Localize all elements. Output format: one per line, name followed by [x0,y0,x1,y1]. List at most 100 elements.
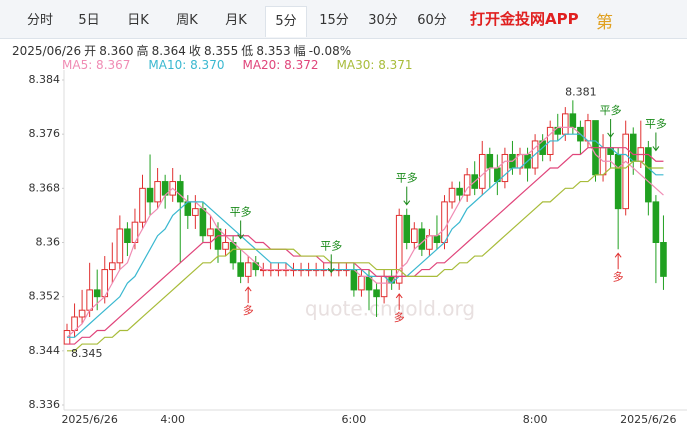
quote-label: 低 [241,44,254,58]
y-tick-label: 8.336 [29,398,61,411]
candle-body [652,201,660,243]
ma-line [67,133,664,338]
candle-body [222,242,229,250]
quote-value: 8.364 [151,44,186,58]
candle-body [78,309,86,318]
candle-body [562,113,569,135]
candle-body [358,275,365,291]
signal-label: 多 [243,303,254,317]
signal-arrow [237,220,245,240]
candle-body [139,187,146,223]
tab[interactable]: 30分 [368,13,398,28]
candle-body [207,228,214,237]
candle-body [629,133,637,162]
legend-entry: MA5: 8.367 [62,58,131,72]
candle-body [403,214,411,244]
x-tick-label: 6:00 [342,413,367,426]
quote-value: 8.355 [203,44,239,58]
signal-arrow [607,118,614,138]
candle-body [463,174,471,196]
candle-body [146,187,154,203]
x-tick-label: 2025/6/26 [61,413,117,426]
tab[interactable]: 周K [176,13,198,28]
signal-arrow [395,293,403,310]
signal-label: 多 [394,310,405,324]
legend-entry: MA30: 8.371 [336,58,413,72]
candle-body [411,228,418,243]
candle-body [154,181,161,203]
signal-label: 平多 [230,205,252,219]
signal-label: 平多 [645,116,667,130]
candle-body [441,201,448,243]
tab-bar: 分时 5日 日K 周K 月K 5分 15分 30分 60分 [0,0,687,39]
quote-label: 开 [84,44,97,58]
ma-line [67,147,664,345]
candle-body [350,269,358,291]
candle-body [116,228,124,264]
candle-body [456,187,463,196]
y-tick-label: 8.36 [36,236,61,249]
tab[interactable]: 5日 [78,13,100,28]
watermark: quote.cngold.org [305,297,475,321]
y-tick-label: 8.344 [29,344,61,357]
signal-arrow [403,186,411,206]
candle-body [584,120,592,142]
quote-label: 高 [136,44,149,58]
candle-body [660,242,667,277]
signal-label: 平多 [396,171,418,185]
tab[interactable]: 15分 [319,13,349,28]
y-tick-label: 8.384 [29,73,61,86]
quote-value: -0.08% [308,44,352,58]
candle-body [93,289,101,298]
candle-body [214,228,222,250]
candle-body [569,113,577,128]
legend: MA5: 8.367 MA10: 8.370 MA20: 8.372 MA30: 8.… [62,58,431,72]
candle-body [373,289,380,298]
candle-body [478,153,486,189]
app-icon[interactable]: 第 [596,13,613,33]
quote-value: 8.360 [99,44,134,58]
tab[interactable]: 5分 [265,6,307,37]
legend-entry: MA10: 8.370 [148,58,225,72]
candle-body [614,153,622,210]
candle-body [486,153,494,169]
quote-info: 2025/06/26 开 8.360 高 8.364 收 8.355 低 8.353 幅 -0.08… [12,42,354,59]
y-tick-label: 8.368 [29,181,61,194]
app-link[interactable]: 打开金投网APP [470,10,579,28]
candle-body [433,235,441,244]
candle-body [418,228,426,250]
signal-arrow [244,286,252,304]
candle-body [229,242,237,264]
signal-arrow [614,252,622,270]
tab[interactable]: 月K [225,13,247,28]
candle-body [501,153,509,183]
x-tick-label: 4:00 [160,413,185,426]
candle-body [237,262,244,277]
high-label: 8.381 [565,85,597,98]
candle-body [124,228,131,243]
y-tick-label: 8.352 [29,290,61,303]
signal-label: 平多 [320,238,342,252]
tab[interactable]: 日K [127,13,149,28]
ma-line [66,126,664,338]
quote-label: 收 [188,44,201,58]
y-tick-label: 8.376 [29,127,61,140]
x-tick-label: 2025/6/26 [620,413,676,426]
signal-label: 平多 [600,103,622,117]
ma-line [67,160,664,352]
candle-body [448,187,456,203]
candle-body [109,262,116,271]
tab[interactable]: 60分 [417,13,447,28]
signal-label: 多 [613,269,624,283]
candle-body [192,208,199,216]
tab[interactable]: 分时 [26,13,53,28]
x-tick-label: 8:00 [523,413,548,426]
candle-body [199,208,207,237]
quote-value: 8.353 [256,44,291,58]
candle-body [176,181,184,203]
candle-body [645,147,652,203]
candle-body [380,275,388,298]
quote-label: 幅 [293,44,306,58]
